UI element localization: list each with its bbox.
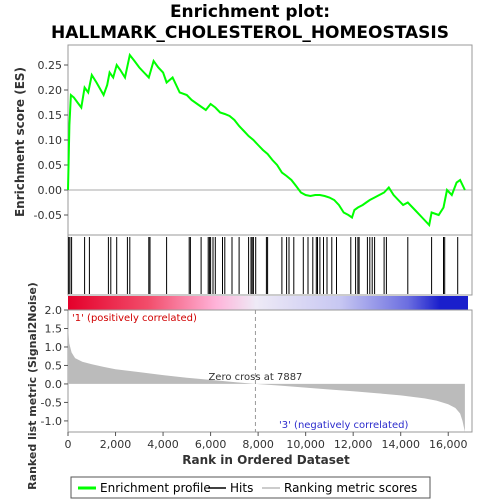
x-tick-label: 4,000 xyxy=(147,438,179,451)
x-tick-label: 10,000 xyxy=(286,438,325,451)
plot-title-line2: HALLMARK_CHOLESTEROL_HOMEOSTASIS xyxy=(51,23,449,43)
legend-hits-label: Hits xyxy=(230,481,253,495)
hit-lines xyxy=(68,237,459,294)
metric-axis: 2.0 1.5 1.0 0.5 0.0 -0.5 -1.0 xyxy=(41,304,68,428)
metric-ytick-label: -1.0 xyxy=(41,415,62,428)
plot-title-line1: Enrichment plot: xyxy=(170,2,330,22)
es-ytick-label: 0.15 xyxy=(38,109,63,122)
legend-frame xyxy=(70,476,431,499)
ranking-metric-area xyxy=(68,324,465,432)
es-ylabel: Enrichment score (ES) xyxy=(13,67,27,217)
metric-ytick-label: 2.0 xyxy=(45,304,63,317)
es-ytick-label: 0.10 xyxy=(38,134,63,147)
metric-ytick-label: 0.5 xyxy=(45,359,63,372)
rank-color-bar xyxy=(68,296,468,310)
hits-panel-frame xyxy=(67,234,473,296)
metric-panel-frame xyxy=(67,309,473,433)
metric-ytick-label: 0.0 xyxy=(45,378,63,391)
metric-ytick-label: -0.5 xyxy=(41,396,62,409)
x-tick-label: 6,000 xyxy=(195,438,227,451)
x-tick-label: 2,000 xyxy=(100,438,132,451)
enrichment-profile-line xyxy=(67,52,466,228)
legend: Enrichment profile Hits Ranking metric s… xyxy=(70,476,431,499)
metric-ytick-label: 1.5 xyxy=(45,322,63,335)
x-tick-label: 0 xyxy=(65,438,72,451)
x-tick-label: 12,000 xyxy=(334,438,373,451)
x-tick-label: 16,000 xyxy=(429,438,468,451)
hits-panel xyxy=(67,234,473,296)
es-panel: 0.25 0.20 0.15 0.10 0.05 0.00 -0.05 Enrichment… xyxy=(13,44,473,236)
zero-cross-label: Zero cross at 7887 xyxy=(208,372,302,383)
metric-ytick-label: 1.0 xyxy=(45,341,63,354)
legend-enrichment-label: Enrichment profile xyxy=(100,481,211,495)
x-axis-label: Rank in Ordered Dataset xyxy=(182,453,350,467)
x-tick-label: 14,000 xyxy=(381,438,420,451)
negative-correlation-label: '3' (negatively correlated) xyxy=(279,420,408,431)
es-ytick-label: 0.00 xyxy=(38,184,63,197)
es-ytick-label: 0.20 xyxy=(38,84,63,97)
es-ytick-label: -0.05 xyxy=(34,209,62,222)
es-ytick-label: 0.05 xyxy=(38,159,63,172)
positive-correlation-label: '1' (positively correlated) xyxy=(72,313,197,324)
x-tick-label: 8,000 xyxy=(242,438,274,451)
metric-panel: 2.0 1.5 1.0 0.5 0.0 -0.5 -1.0 Zero cross at 78… xyxy=(26,282,473,490)
es-axis: 0.25 0.20 0.15 0.10 0.05 0.00 -0.05 xyxy=(34,59,68,222)
x-axis: 0 2,000 4,000 6,000 8,000 10,000 12,000 14,000 1… xyxy=(65,432,468,451)
es-ytick-label: 0.25 xyxy=(38,59,63,72)
legend-metric-label: Ranking metric scores xyxy=(284,481,417,495)
metric-ylabel: Ranked list metric (Signal2Noise) xyxy=(26,282,39,490)
